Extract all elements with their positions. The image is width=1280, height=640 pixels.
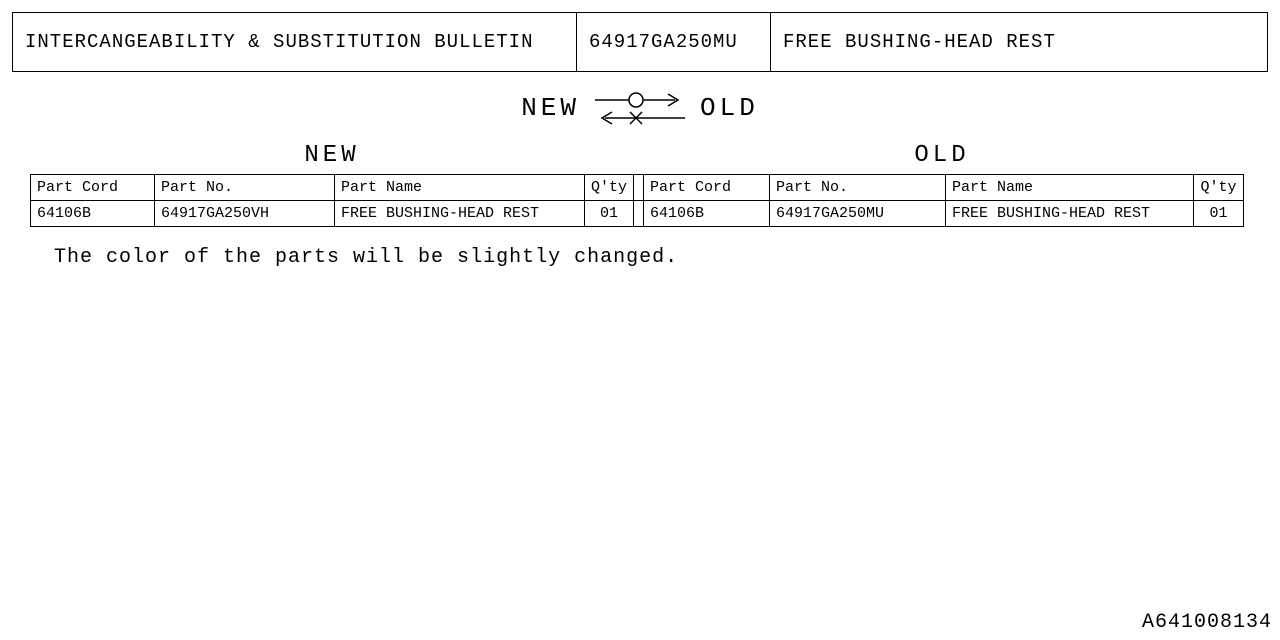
table-new: Part CordPart No.Part NameQ'ty64106B6491…: [30, 174, 634, 227]
table-old: Part CordPart No.Part NameQ'ty64106B6491…: [643, 174, 1244, 227]
column-header: Part Cord: [644, 175, 770, 201]
table-row: 64106B64917GA250VHFREE BUSHING-HEAD REST…: [31, 201, 634, 227]
table-cell: FREE BUSHING-HEAD REST: [946, 201, 1194, 227]
table-cell: FREE BUSHING-HEAD REST: [335, 201, 585, 227]
table-cell: 64106B: [31, 201, 155, 227]
table-row: 64106B64917GA250MUFREE BUSHING-HEAD REST…: [644, 201, 1244, 227]
column-header: Part Name: [335, 175, 585, 201]
section-new-title: NEW: [30, 142, 634, 169]
column-header: Q'ty: [1194, 175, 1244, 201]
table-cell: 01: [1194, 201, 1244, 227]
tables-row: Part CordPart No.Part NameQ'ty64106B6491…: [30, 174, 1248, 227]
column-header: Q'ty: [585, 175, 634, 201]
header-title: INTERCANGEABILITY & SUBSTITUTION BULLETI…: [13, 13, 577, 71]
symbol-left-label: NEW: [521, 93, 580, 123]
section-titles: NEW OLD: [30, 142, 1250, 169]
header-box: INTERCANGEABILITY & SUBSTITUTION BULLETI…: [12, 12, 1268, 72]
section-old-title: OLD: [634, 142, 1250, 169]
table-gap: [634, 174, 643, 227]
note-text: The color of the parts will be slightly …: [54, 246, 678, 269]
column-header: Part Cord: [31, 175, 155, 201]
interchange-arrows-icon: [590, 88, 690, 128]
column-header: Part No.: [155, 175, 335, 201]
column-header: Part Name: [946, 175, 1194, 201]
header-partno: 64917GA250MU: [577, 13, 771, 71]
table-cell: 01: [585, 201, 634, 227]
table-cell: 64917GA250MU: [770, 201, 946, 227]
symbol-right-label: OLD: [700, 93, 759, 123]
table-cell: 64106B: [644, 201, 770, 227]
table-cell: 64917GA250VH: [155, 201, 335, 227]
column-header: Part No.: [770, 175, 946, 201]
doc-id: A641008134: [1142, 611, 1272, 634]
header-partname: FREE BUSHING-HEAD REST: [771, 13, 1267, 71]
newold-symbol: NEW OLD: [0, 88, 1280, 128]
